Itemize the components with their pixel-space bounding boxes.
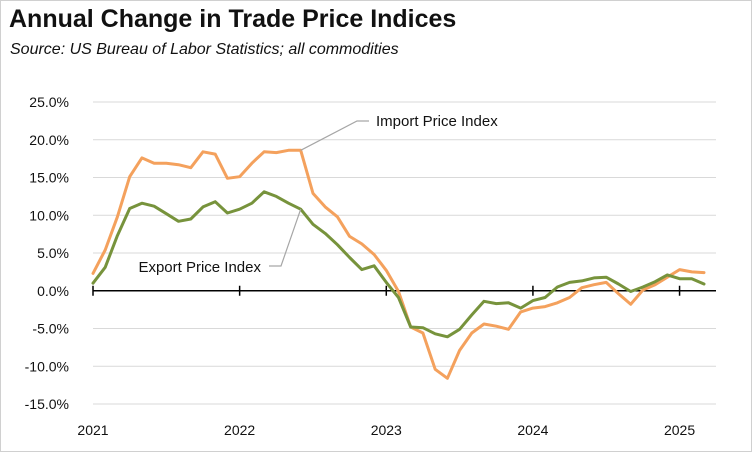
x-tick-label: 2022 [224,422,255,438]
export-price-index-line [91,190,706,339]
series-lines [91,148,706,380]
chart-title: Annual Change in Trade Price Indices [9,5,457,33]
x-tick-label: 2021 [77,422,108,438]
chart-subtitle: Source: US Bureau of Labor Statistics; a… [10,41,399,58]
annotations: Import Price Index Export Price Index [138,113,498,276]
y-axis-labels: 25.0% 20.0% 15.0% 10.0% 5.0% 0.0% -5.0% -10.0% -… [25,94,69,412]
y-tick-label: -15.0% [25,396,69,412]
x-tick-label: 2023 [371,422,402,438]
import-price-index-label: Import Price Index [376,113,498,130]
import-price-index-line [91,148,706,380]
x-axis [92,285,716,296]
x-tick-label: 2025 [664,422,695,438]
y-tick-label: -10.0% [25,358,69,374]
gridlines [93,101,716,405]
y-tick-label: 15.0% [29,170,69,186]
x-axis-labels: 2021 2022 2023 2024 2025 [77,422,695,438]
y-tick-label: 0.0% [37,283,69,299]
y-tick-label: -5.0% [32,321,69,337]
y-tick-label: 10.0% [29,207,69,223]
y-tick-label: 25.0% [29,94,69,110]
export-price-index-label: Export Price Index [138,259,261,276]
y-tick-label: 5.0% [37,245,69,261]
x-tick-label: 2024 [517,422,548,438]
export-callout-leader [269,209,302,267]
y-tick-label: 20.0% [29,132,69,148]
import-callout-leader [300,120,369,151]
